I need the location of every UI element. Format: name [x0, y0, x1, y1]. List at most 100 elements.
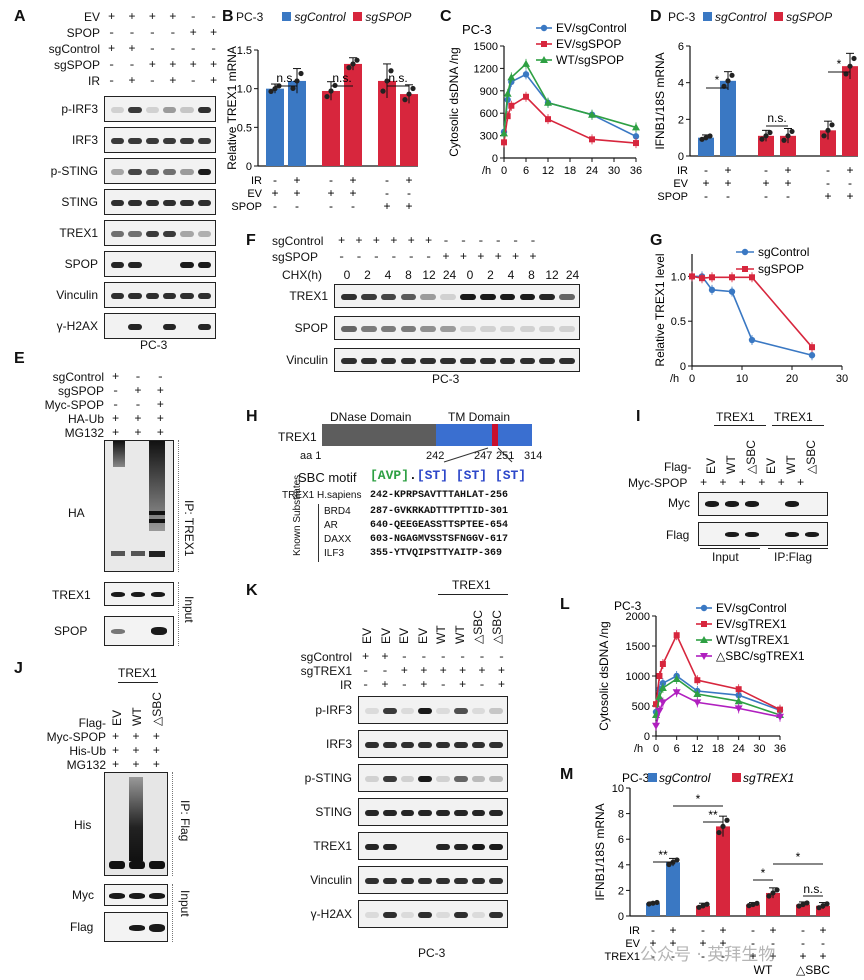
blot	[358, 866, 508, 894]
data-point	[741, 248, 749, 256]
data-point	[693, 699, 702, 707]
y-tick-label: 0	[680, 361, 686, 373]
sign: +	[819, 923, 826, 937]
blot-label-spop: SPOP	[54, 624, 88, 638]
blot-band	[197, 293, 211, 299]
bracket	[178, 440, 180, 572]
blot	[358, 798, 508, 826]
x-tick-label: 0	[501, 165, 507, 177]
blot	[104, 189, 216, 215]
signs-row: + + + + + + - - - - - -	[338, 234, 537, 248]
legend-swatch	[353, 12, 363, 21]
data-point	[708, 286, 716, 294]
blot-band	[400, 776, 415, 782]
motif-sequence: [AVP].[ST] [ST] [ST]	[370, 468, 527, 483]
data-point	[652, 722, 660, 730]
data-point	[781, 137, 787, 143]
row-label-myc-spop: Myc-SPOP	[46, 730, 106, 744]
blot-band	[380, 326, 397, 332]
cell-line-label: PC-3	[418, 946, 446, 960]
data-point	[388, 68, 394, 74]
watermark: 公众号 · 英拜生物	[640, 945, 776, 965]
row-label-ev: EV	[83, 10, 100, 24]
column-label: △SBC	[804, 440, 818, 474]
blot-label: STING	[61, 195, 98, 209]
blot-band	[145, 200, 159, 206]
blot-label: TREX1	[59, 226, 98, 240]
cell-line-label: PC-3	[236, 10, 264, 24]
column-label: △SBC	[150, 692, 164, 726]
data-point	[588, 110, 596, 118]
bar	[266, 88, 284, 166]
data-point	[847, 63, 853, 69]
data-point	[402, 97, 408, 103]
blot-flag	[104, 912, 168, 942]
row-label-sgtrex1: sgTREX1	[300, 664, 352, 678]
sbc-site	[492, 424, 498, 446]
y-tick-label: 2	[678, 114, 684, 126]
data-point	[707, 133, 713, 139]
data-point	[720, 823, 726, 829]
data-point	[734, 705, 743, 713]
x-axis-label: /h	[670, 373, 679, 385]
column-label: WT	[452, 625, 467, 644]
row-label: SPOP	[231, 201, 262, 213]
blot-band	[559, 358, 575, 364]
blot-band	[145, 169, 159, 175]
group-head: TREX1	[774, 410, 813, 424]
y-tick-label: 0	[618, 911, 624, 923]
sign: -	[721, 949, 725, 963]
known-substrates-label: Known Substrates	[292, 474, 303, 556]
blot-band	[128, 200, 142, 206]
blot-band	[365, 708, 379, 714]
sign: -	[651, 949, 655, 963]
row-label-mg132: MG132	[64, 426, 104, 440]
data-point	[696, 904, 702, 910]
data-point	[776, 713, 784, 721]
panel-letter-k: K	[246, 582, 258, 599]
blot-band	[489, 810, 503, 816]
sign: -	[273, 173, 277, 187]
y-tick-label: 1500	[474, 41, 498, 53]
blot-label: p-STING	[304, 771, 352, 785]
blot-band	[163, 324, 177, 330]
data-point	[328, 88, 334, 94]
signs-row: - + - + - + - +	[362, 678, 506, 692]
data-point	[523, 93, 529, 100]
row-label-mg132: MG132	[66, 758, 106, 772]
blot-label: γ-H2AX	[56, 319, 98, 333]
legend-label: △SBC/sgTREX1	[716, 649, 805, 663]
column-label: EV	[378, 627, 393, 644]
blot-band	[163, 200, 177, 206]
blot	[358, 832, 508, 860]
blot-band	[180, 200, 194, 206]
sign: -	[273, 199, 277, 213]
blot	[104, 127, 216, 153]
blot-band	[365, 742, 379, 748]
blot-band	[400, 708, 415, 714]
data-point	[704, 901, 710, 907]
data-point	[789, 128, 795, 135]
blot-label: SPOP	[64, 257, 98, 271]
sign: +	[724, 163, 731, 177]
blot-band	[436, 742, 450, 748]
data-point	[541, 41, 547, 47]
data-point	[763, 133, 769, 139]
sign: -	[407, 186, 411, 200]
row-label-ha-ub: HA-Ub	[67, 412, 104, 426]
blot	[104, 158, 216, 184]
data-point	[746, 903, 752, 909]
x-tick-label: 6	[674, 743, 680, 755]
blot	[104, 313, 216, 339]
blot-band	[180, 138, 194, 144]
blot	[334, 316, 580, 340]
blot-band	[180, 293, 194, 299]
blot-band	[400, 358, 417, 364]
column-label: WT	[434, 625, 448, 644]
chart-title: PC-3	[614, 599, 642, 613]
y-tick-label: 6	[618, 834, 624, 846]
sig-label: n.s.	[276, 71, 295, 85]
blot-band	[111, 107, 125, 113]
blot-band	[197, 169, 211, 175]
blot-band	[471, 776, 486, 782]
